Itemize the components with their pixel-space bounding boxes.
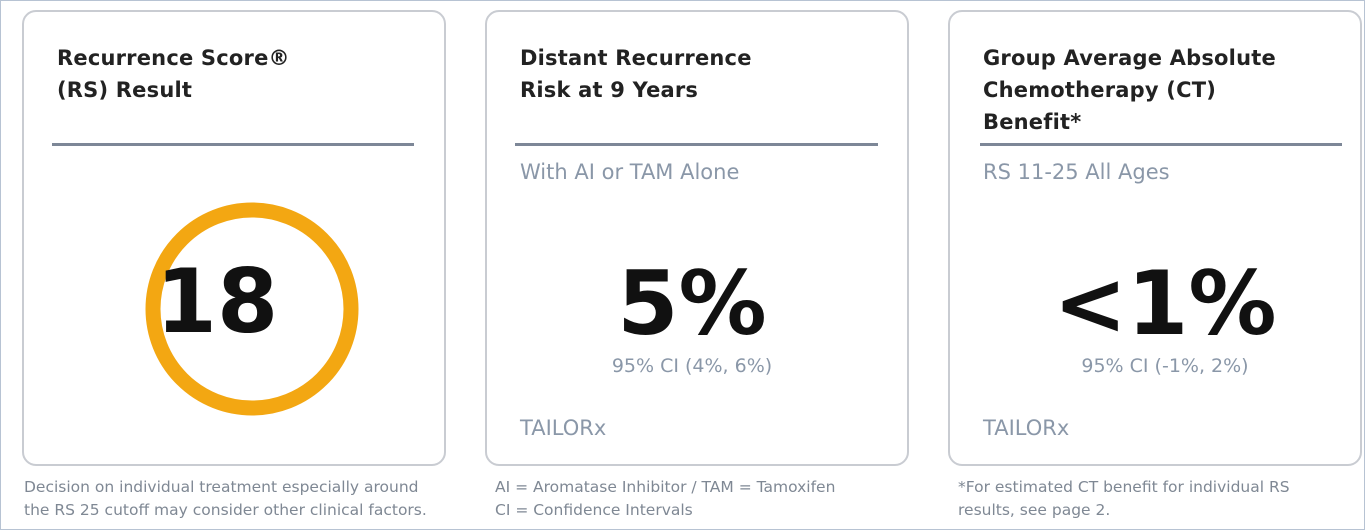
footnote-line: Decision on individual treatment especia… [24,478,419,496]
footnote: *For estimated CT benefit for individual… [958,476,1290,522]
card-title: Distant Recurrence Risk at 9 Years [520,42,752,106]
footnote: AI = Aromatase Inhibitor / TAM = Tamoxif… [495,476,835,522]
score-value: 18 [155,250,279,353]
title-line: Recurrence Score® [57,46,290,70]
title-line: Benefit* [983,110,1082,134]
card-subtitle: With AI or TAM Alone [520,160,740,184]
card-title: Recurrence Score® (RS) Result [57,42,290,106]
title-line: (RS) Result [57,78,193,102]
ring [145,202,359,416]
card-title: Group Average Absolute Chemotherapy (CT)… [983,42,1276,138]
divider [980,143,1342,146]
title-line: Risk at 9 Years [520,78,699,102]
title-line: Group Average Absolute [983,46,1276,70]
footnote-line: the RS 25 cutoff may consider other clin… [24,501,427,519]
risk-card: Distant Recurrence Risk at 9 Years With … [485,10,909,466]
score-card: Recurrence Score® (RS) Result 18 [22,10,446,466]
benefit-value: <1% [1053,252,1277,355]
title-line: Chemotherapy (CT) [983,78,1217,102]
source: TAILORx [983,416,1070,440]
footnote-line: AI = Aromatase Inhibitor / TAM = Tamoxif… [495,478,836,496]
confidence-interval: 95% CI (-1%, 2%) [1081,355,1249,377]
risk-value: 5% [617,252,767,355]
card-subtitle: RS 11-25 All Ages [983,160,1170,184]
divider [515,143,878,146]
footnote-line: CI = Confidence Intervals [495,501,693,519]
source: TAILORx [520,416,607,440]
divider [52,143,414,146]
footnote-line: results, see page 2. [958,501,1111,519]
footnote-line: *For estimated CT benefit for individual… [958,478,1290,496]
footnote: Decision on individual treatment especia… [24,476,427,522]
score-ring [145,202,359,416]
confidence-interval: 95% CI (4%, 6%) [611,355,773,377]
benefit-card: Group Average Absolute Chemotherapy (CT)… [948,10,1362,466]
title-line: Distant Recurrence [520,46,752,70]
